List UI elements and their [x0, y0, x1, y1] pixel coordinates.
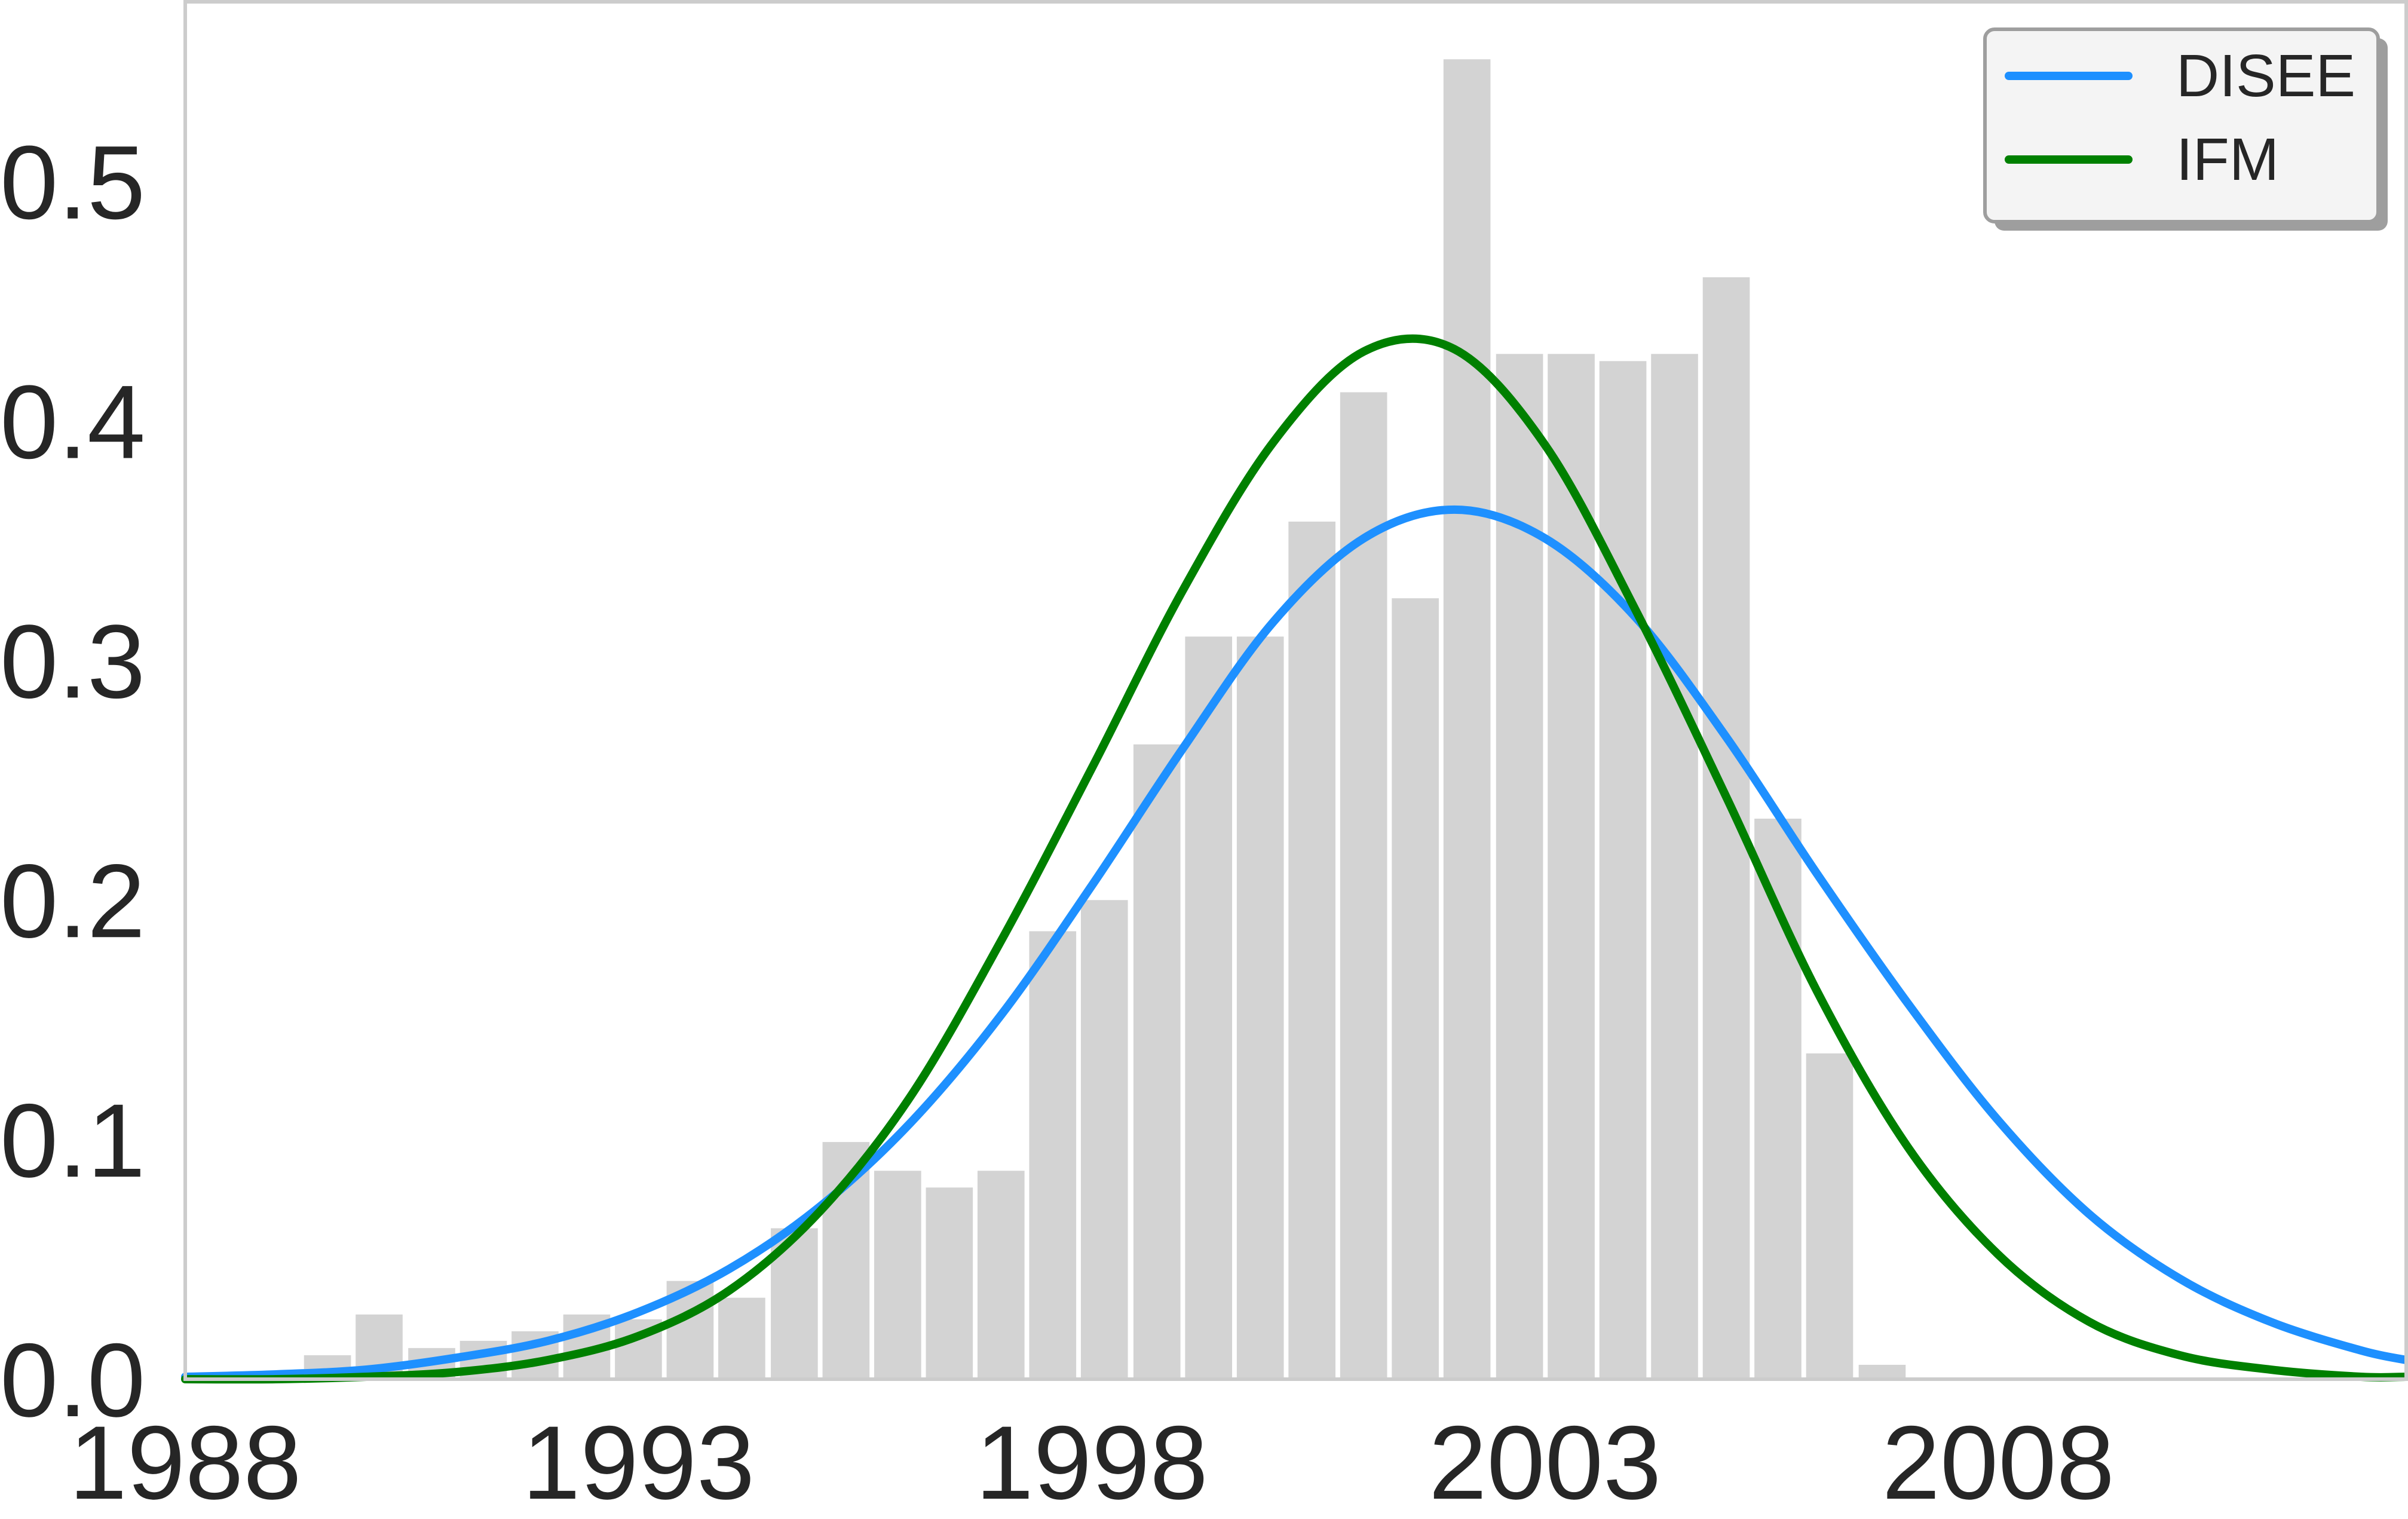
y-tick-label: 0.2: [0, 843, 145, 960]
histogram-bar: [718, 1297, 765, 1379]
legend-label-ifm: IFM: [2176, 126, 2279, 193]
histogram-bar: [1340, 392, 1387, 1379]
y-tick-label: 0.5: [0, 125, 145, 241]
histogram-bar: [1029, 931, 1077, 1379]
histogram-bar: [1288, 521, 1335, 1379]
y-tick-label: 0.3: [0, 604, 145, 720]
histogram-bar: [1443, 59, 1491, 1379]
histogram-bar: [1599, 361, 1647, 1379]
x-tick-label: 2008: [1882, 1405, 2115, 1519]
x-tick-label: 1993: [522, 1405, 755, 1519]
y-tick-label: 0.1: [0, 1083, 145, 1199]
axes: [183, 0, 2408, 1381]
x-tick-label: 2003: [1429, 1405, 1661, 1519]
histogram-bar: [1080, 900, 1128, 1379]
histogram-bar: [1133, 744, 1181, 1379]
y-tick-label: 0.4: [0, 365, 145, 481]
y-tick-label: 0.0: [0, 1322, 145, 1439]
density-curves: [181, 334, 2408, 1384]
histogram-bar: [1236, 636, 1284, 1379]
legend: DISEE IFM: [1983, 27, 2388, 231]
histogram-bar: [1651, 354, 1698, 1379]
histogram-bar: [1392, 598, 1439, 1379]
x-tick-label: 1998: [975, 1405, 1208, 1519]
histogram-bars: [304, 59, 1906, 1379]
legend-label-disee: DISEE: [2176, 42, 2355, 109]
histogram-bar: [1496, 354, 1543, 1379]
histogram-bar: [977, 1171, 1025, 1379]
histogram-bar: [1858, 1364, 1906, 1379]
x-tick-label: 1988: [69, 1405, 301, 1519]
histogram-bar: [1806, 1053, 1854, 1379]
histogram-bar: [874, 1171, 921, 1379]
tick-labels: 0.0 0.1 0.2 0.3 0.4 0.5 1988 1993 1998 2003 2008: [0, 125, 2115, 1519]
plot-frame: [183, 0, 2408, 1381]
histogram-bar: [1548, 354, 1595, 1379]
histogram-bar: [926, 1187, 973, 1379]
series-line-disee: [181, 505, 2408, 1381]
series-line-ifm: [181, 334, 2408, 1384]
histogram-bar: [1185, 636, 1233, 1379]
